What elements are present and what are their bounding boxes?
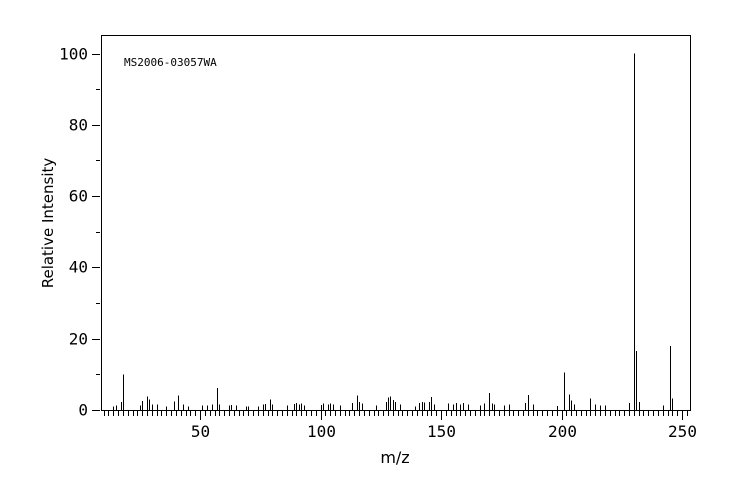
spectrum-id-label: MS2006-03057WA [124, 56, 217, 69]
x-tick-label: 200 [548, 422, 577, 441]
x-tick-label: 150 [427, 422, 456, 441]
y-axis-title: Relative Intensity [39, 157, 57, 289]
plot-frame [101, 35, 691, 411]
y-tick-label: 0 [78, 401, 88, 420]
x-tick-label: 250 [668, 422, 697, 441]
x-tick-label: 50 [191, 422, 210, 441]
y-tick-label: 100 [59, 45, 88, 64]
y-tick-label: 80 [69, 116, 88, 135]
y-tick-label: 60 [69, 187, 88, 206]
y-tick-label: 20 [69, 330, 88, 349]
y-tick-label: 40 [69, 258, 88, 277]
x-axis-title: m/z [380, 448, 410, 467]
x-tick-label: 100 [307, 422, 336, 441]
